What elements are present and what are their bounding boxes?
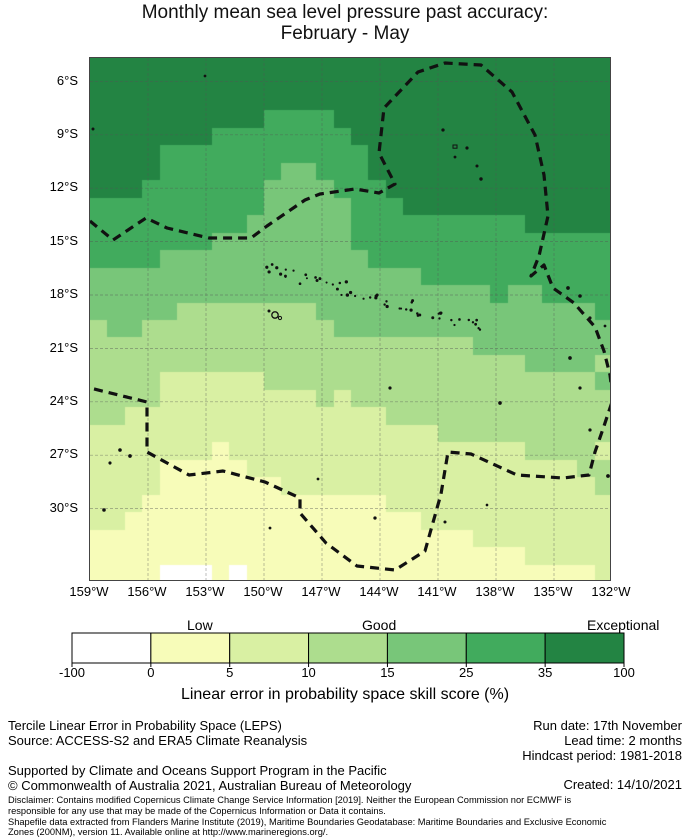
- svg-text:0: 0: [147, 665, 154, 680]
- svg-text:-100: -100: [59, 665, 85, 680]
- svg-text:5: 5: [226, 665, 233, 680]
- svg-text:10: 10: [301, 665, 315, 680]
- svg-text:15: 15: [380, 665, 394, 680]
- svg-text:25: 25: [459, 665, 473, 680]
- svg-text:35: 35: [538, 665, 552, 680]
- svg-text:100: 100: [613, 665, 635, 680]
